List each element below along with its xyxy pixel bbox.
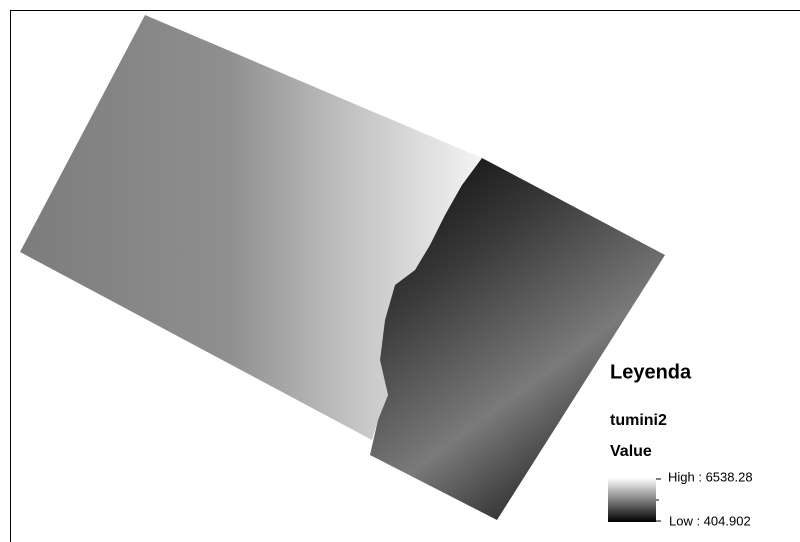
legend-low: Low : 404.902 [669, 513, 751, 528]
legend-layer: tumini2 [610, 412, 667, 429]
page: {"legend": {"title": "Leyenda", "layer":… [0, 0, 800, 542]
legend-high: High : 6538.28 [668, 469, 753, 484]
legend-ramp [608, 478, 656, 522]
map-view: Leyenda tumini2 Value High : 6538.28 Low… [0, 0, 800, 542]
legend-field: Value [610, 443, 652, 460]
legend-title: Leyenda [610, 361, 692, 383]
